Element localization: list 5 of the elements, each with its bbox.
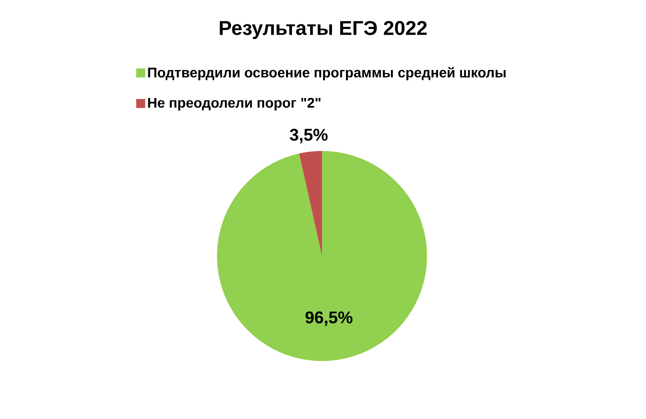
- data-label: 96,5%: [305, 311, 352, 326]
- data-label: 3,5%: [290, 128, 328, 144]
- legend-label: Подтвердили освоение программы средней школы: [148, 66, 506, 80]
- legend-label: Не преодолели порог "2": [148, 98, 320, 110]
- chart-title: Результаты ЕГЭ 2022: [220, 20, 427, 40]
